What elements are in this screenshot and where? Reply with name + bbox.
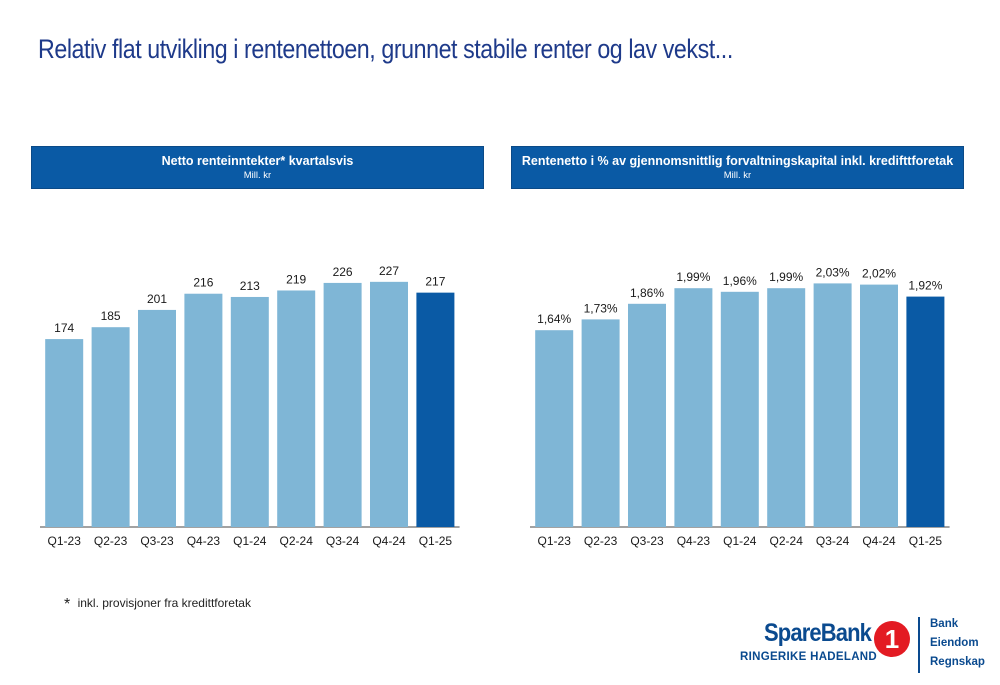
bar-q1-24 <box>720 291 759 527</box>
data-label: 217 <box>425 275 445 289</box>
sparebank-logo: SpareBank 1 RINGERIKE HADELAND Bank Eien… <box>738 615 988 675</box>
left-chart-title: Netto renteinntekter* kvartalsvis <box>161 154 354 168</box>
x-tick-label: Q4-23 <box>187 534 221 548</box>
logo-services: Bank Eiendom Regnskap <box>930 615 985 672</box>
bar-q4-24 <box>370 281 408 527</box>
right-chart-title: Rentenetto i % av gjennomsnittlig forval… <box>521 154 954 168</box>
x-tick-label: Q3-23 <box>630 534 664 548</box>
left-chart-header: Netto renteinntekter* kvartalsvis Mill. … <box>31 146 484 189</box>
data-label: 226 <box>333 265 353 279</box>
data-label: 1,64% <box>537 312 571 326</box>
x-tick-label: Q4-24 <box>862 534 896 548</box>
x-tick-label: Q3-24 <box>326 534 360 548</box>
data-label: 1,86% <box>630 286 664 300</box>
bar-q4-24 <box>860 284 898 527</box>
bar-q1-25 <box>416 292 455 527</box>
x-tick-label: Q4-23 <box>677 534 711 548</box>
bar-q1-23 <box>45 339 84 527</box>
logo-name: SpareBank <box>764 619 872 647</box>
x-tick-label: Q3-24 <box>816 534 850 548</box>
data-label: 185 <box>101 309 121 323</box>
x-tick-label: Q2-23 <box>584 534 618 548</box>
data-label: 219 <box>286 272 306 286</box>
bar-q1-25 <box>906 296 945 527</box>
bar-q2-24 <box>277 290 316 527</box>
x-tick-label: Q1-25 <box>909 534 943 548</box>
bar-q3-24 <box>323 282 362 527</box>
right-chart-header: Rentenetto i % av gjennomsnittlig forval… <box>511 146 964 189</box>
data-label: 2,03% <box>816 265 850 279</box>
data-label: 213 <box>240 279 260 293</box>
data-label: 201 <box>147 292 167 306</box>
x-tick-label: Q1-24 <box>233 534 267 548</box>
footnote: * inkl. provisjoner fra kredittforetak <box>64 596 251 614</box>
bar-q3-23 <box>628 303 666 527</box>
bar-q2-24 <box>767 288 806 527</box>
net-interest-income-chart: 174 Q1-23 185 Q2-23 201 Q3-23 216 Q4-23 213 Q1-24… <box>40 264 460 548</box>
x-tick-label: Q2-24 <box>280 534 314 548</box>
bar-q4-23 <box>184 293 223 527</box>
bar-q2-23 <box>91 327 130 527</box>
bar-q1-24 <box>230 296 269 527</box>
x-tick-label: Q3-23 <box>140 534 174 548</box>
data-label: 174 <box>54 321 74 335</box>
footnote-text: inkl. provisjoner fra kredittforetak <box>77 596 251 610</box>
bar-q3-24 <box>813 283 852 527</box>
x-tick-label: Q2-23 <box>94 534 128 548</box>
footnote-star: * <box>64 596 71 613</box>
logo-service-regnskap: Regnskap <box>930 656 985 668</box>
x-tick-label: Q4-24 <box>372 534 406 548</box>
logo-service-bank: Bank <box>930 618 959 630</box>
logo-mark-icon: 1 <box>874 621 910 657</box>
bar-q4-23 <box>674 288 713 527</box>
x-tick-label: Q1-23 <box>48 534 82 548</box>
data-label: 1,99% <box>676 270 710 284</box>
bar-q3-23 <box>138 309 176 527</box>
right-chart-subtitle: Mill. kr <box>723 170 752 181</box>
data-label: 1,99% <box>769 270 803 284</box>
data-label: 1,73% <box>584 301 618 315</box>
x-tick-label: Q1-23 <box>538 534 572 548</box>
data-label: 2,02% <box>862 267 896 281</box>
data-label: 216 <box>193 276 213 290</box>
x-tick-label: Q2-24 <box>770 534 804 548</box>
logo-region: RINGERIKE HADELAND <box>740 651 878 663</box>
bar-q1-23 <box>535 330 574 527</box>
left-chart-subtitle: Mill. kr <box>243 170 272 181</box>
x-tick-label: Q1-25 <box>419 534 453 548</box>
logo-divider <box>918 617 920 673</box>
data-label: 1,92% <box>908 279 942 293</box>
logo-service-eiendom: Eiendom <box>930 637 979 649</box>
interest-margin-chart: 1,64% Q1-23 1,73% Q2-23 1,86% Q3-23 1,99% Q4-23… <box>530 265 950 548</box>
data-label: 227 <box>379 264 399 278</box>
bar-q2-23 <box>581 319 620 527</box>
x-tick-label: Q1-24 <box>723 534 757 548</box>
slide-title: Relativ flat utvikling i rentenettoen, g… <box>38 34 733 64</box>
data-label: 1,96% <box>723 274 757 288</box>
